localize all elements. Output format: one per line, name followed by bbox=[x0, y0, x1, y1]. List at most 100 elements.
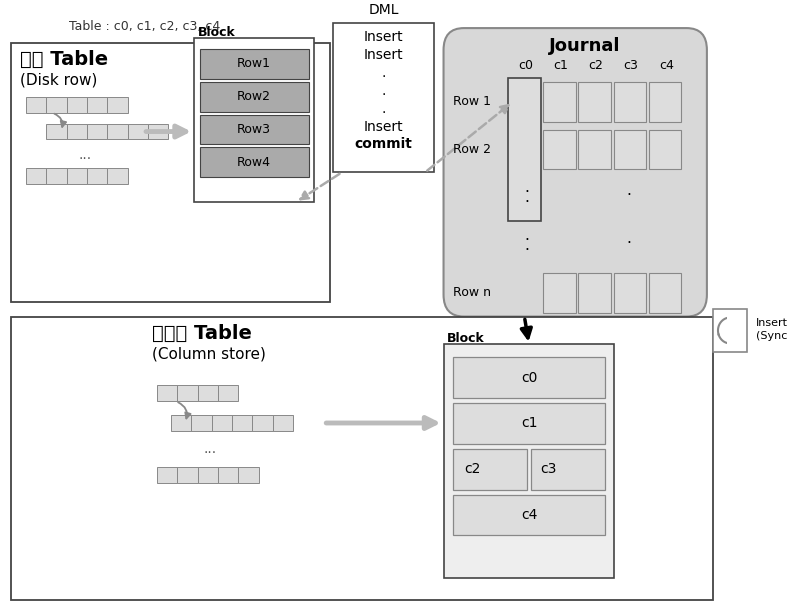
Text: Row1: Row1 bbox=[237, 57, 271, 70]
Bar bbox=[191, 415, 212, 431]
Bar bbox=[578, 273, 611, 312]
Text: Row3: Row3 bbox=[237, 123, 271, 136]
Bar bbox=[11, 43, 330, 301]
Text: Insert: Insert bbox=[756, 318, 787, 328]
Bar bbox=[198, 385, 218, 401]
Bar bbox=[218, 385, 238, 401]
Bar bbox=[157, 467, 177, 483]
Bar bbox=[543, 273, 575, 312]
Text: .: . bbox=[524, 180, 529, 195]
Text: Insert: Insert bbox=[364, 48, 403, 62]
Text: c4: c4 bbox=[659, 59, 674, 73]
Bar bbox=[453, 357, 605, 398]
Text: .: . bbox=[626, 231, 631, 246]
Text: .: . bbox=[524, 190, 529, 205]
Text: Block: Block bbox=[198, 26, 235, 39]
Bar bbox=[444, 345, 615, 578]
Bar bbox=[543, 129, 575, 170]
Bar bbox=[198, 467, 218, 483]
Bar bbox=[87, 97, 107, 113]
Bar bbox=[578, 129, 611, 170]
Bar bbox=[614, 129, 646, 170]
Text: Table : c0, c1, c2, c3, c4: Table : c0, c1, c2, c3, c4 bbox=[69, 20, 220, 33]
Text: .: . bbox=[626, 183, 631, 198]
Bar bbox=[87, 168, 107, 184]
Bar bbox=[26, 168, 46, 184]
Bar bbox=[238, 467, 259, 483]
Text: .: . bbox=[524, 228, 529, 243]
Bar bbox=[531, 449, 605, 490]
Bar bbox=[578, 82, 611, 121]
Bar bbox=[212, 415, 232, 431]
Bar bbox=[218, 467, 238, 483]
Bar bbox=[648, 82, 681, 121]
Bar bbox=[157, 385, 177, 401]
Bar bbox=[46, 168, 67, 184]
Text: c1: c1 bbox=[553, 59, 568, 73]
Text: DML: DML bbox=[368, 3, 399, 17]
Text: commit: commit bbox=[354, 137, 412, 151]
Bar bbox=[453, 495, 605, 536]
Bar bbox=[453, 403, 605, 444]
Text: c2: c2 bbox=[589, 59, 604, 73]
Text: (Sync): (Sync) bbox=[756, 331, 787, 342]
Text: .: . bbox=[524, 238, 529, 253]
Bar bbox=[200, 82, 309, 112]
Text: Row 2: Row 2 bbox=[453, 143, 491, 156]
FancyBboxPatch shape bbox=[444, 28, 707, 317]
Text: Row2: Row2 bbox=[237, 90, 271, 103]
Bar bbox=[87, 124, 107, 140]
Bar bbox=[200, 148, 309, 178]
Text: .: . bbox=[381, 102, 386, 116]
Text: Journal: Journal bbox=[549, 37, 620, 55]
Text: Row n: Row n bbox=[453, 286, 491, 299]
Text: Insert: Insert bbox=[364, 120, 403, 134]
Bar bbox=[177, 385, 198, 401]
Text: c0: c0 bbox=[519, 59, 534, 73]
Text: c2: c2 bbox=[464, 462, 480, 476]
Text: c0: c0 bbox=[521, 371, 538, 385]
Bar bbox=[253, 415, 272, 431]
Text: .: . bbox=[381, 66, 386, 80]
Text: c4: c4 bbox=[521, 508, 538, 522]
Bar bbox=[194, 38, 314, 202]
Bar bbox=[333, 23, 434, 172]
Bar bbox=[508, 78, 541, 221]
Bar bbox=[11, 317, 713, 600]
Bar bbox=[26, 97, 46, 113]
Text: Block: Block bbox=[447, 332, 485, 345]
Text: .: . bbox=[381, 84, 386, 98]
Text: 원본 Table: 원본 Table bbox=[20, 50, 109, 69]
Bar bbox=[648, 129, 681, 170]
Bar bbox=[148, 124, 168, 140]
Bar bbox=[453, 449, 527, 490]
Bar bbox=[614, 273, 646, 312]
Bar bbox=[107, 124, 127, 140]
Bar bbox=[200, 49, 309, 79]
Bar bbox=[171, 415, 191, 431]
Bar bbox=[67, 168, 87, 184]
Text: ...: ... bbox=[203, 442, 216, 456]
Bar bbox=[107, 168, 127, 184]
Bar bbox=[127, 124, 148, 140]
Text: (Disk row): (Disk row) bbox=[20, 73, 98, 88]
Text: c1: c1 bbox=[521, 417, 538, 431]
Bar bbox=[272, 415, 293, 431]
Bar bbox=[543, 82, 575, 121]
Text: ...: ... bbox=[79, 148, 91, 162]
Bar bbox=[177, 467, 198, 483]
Bar bbox=[614, 82, 646, 121]
Bar bbox=[713, 309, 747, 353]
Text: (Column store): (Column store) bbox=[153, 346, 266, 361]
Bar bbox=[46, 124, 67, 140]
Text: Row4: Row4 bbox=[237, 156, 271, 169]
Bar bbox=[67, 124, 87, 140]
Text: Insert: Insert bbox=[364, 30, 403, 44]
Bar bbox=[648, 273, 681, 312]
Bar bbox=[200, 115, 309, 145]
Text: Row 1: Row 1 bbox=[453, 95, 491, 108]
Bar bbox=[107, 97, 127, 113]
Bar bbox=[67, 97, 87, 113]
Bar bbox=[232, 415, 253, 431]
Text: c3: c3 bbox=[623, 59, 638, 73]
